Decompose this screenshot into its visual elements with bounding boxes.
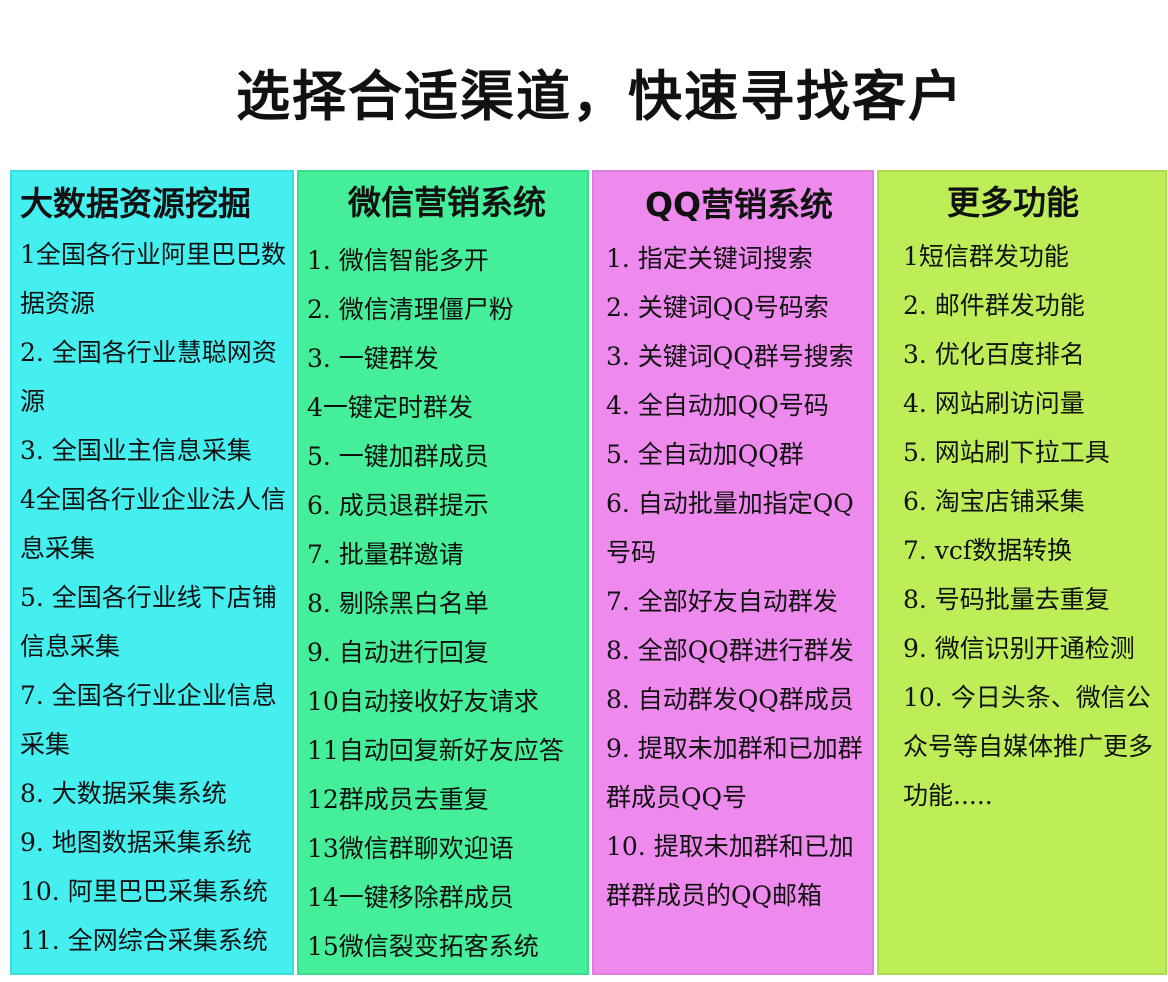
list-item: 7. 全部好友自动群发 <box>606 587 838 616</box>
feature-list: 1短信群发功能 2. 邮件群发功能 3. 优化百度排名 4. 网站刷访问量 5. 网站刷… <box>903 232 1165 820</box>
list-item: 7. 批量群邀请 <box>307 540 464 569</box>
list-item: 8. 全部QQ群进行群发 <box>606 636 854 665</box>
list-item: 4全国各行业企业法人信息采集 <box>20 485 286 563</box>
list-item: 4. 全自动加QQ号码 <box>606 391 829 420</box>
list-item: 10. 提取未加群和已加群群成员的QQ邮箱 <box>606 832 854 910</box>
list-item: 7. 全国各行业企业信息采集 <box>20 681 277 759</box>
list-item: 5. 全自动加QQ群 <box>606 440 804 469</box>
list-item: 1全国各行业阿里巴巴数据资源 <box>20 240 286 318</box>
column-heading: QQ营销系统 <box>644 185 834 224</box>
list-item: 3. 优化百度排名 <box>903 340 1085 369</box>
list-item: 5. 网站刷下拉工具 <box>903 438 1110 467</box>
list-item: 1. 指定关键词搜索 <box>606 244 813 273</box>
list-item: 7. vcf数据转换 <box>903 536 1073 565</box>
list-item: 6. 成员退群提示 <box>307 491 489 520</box>
column-qq-marketing: QQ营销系统 1. 指定关键词搜索 2. 关键词QQ号码索 3. 关键词QQ群号搜索… <box>592 170 874 975</box>
list-item: 10. 今日头条、微信公众号等自媒体推广更多功能..... <box>903 683 1154 810</box>
list-item: 3. 全国业主信息采集 <box>20 436 252 465</box>
column-more-features: 更多功能 1短信群发功能 2. 邮件群发功能 3. 优化百度排名 4. 网站刷访问量 5… <box>877 170 1167 975</box>
list-item: 13微信群聊欢迎语 <box>307 834 514 863</box>
list-item: 9. 自动进行回复 <box>307 638 489 667</box>
list-item: 5. 一键加群成员 <box>307 442 489 471</box>
list-item: 9. 地图数据采集系统 <box>20 828 252 857</box>
list-item: 8. 自动群发QQ群成员 <box>606 685 854 714</box>
list-item: 1短信群发功能 <box>903 242 1069 271</box>
list-item: 2. 全国各行业慧聪网资源 <box>20 338 277 416</box>
column-heading: 微信营销系统 <box>348 183 546 222</box>
list-item: 2. 邮件群发功能 <box>903 291 1085 320</box>
feature-list: 1. 指定关键词搜索 2. 关键词QQ号码索 3. 关键词QQ群号搜索 4. 全自动加… <box>606 234 872 920</box>
list-item: 3. 一键群发 <box>307 344 439 373</box>
list-item: 12群成员去重复 <box>307 785 489 814</box>
list-item: 14一键移除群成员 <box>307 883 514 912</box>
list-item: 4一键定时群发 <box>307 393 473 422</box>
list-item: 8. 号码批量去重复 <box>903 585 1110 614</box>
list-item: 5. 全国各行业线下店铺信息采集 <box>20 583 277 661</box>
list-item: 11. 全网综合采集系统 <box>20 926 268 955</box>
list-item: 15微信裂变拓客系统 <box>307 932 539 961</box>
list-item: 9. 微信识别开通检测 <box>903 634 1135 663</box>
column-wechat-marketing: 微信营销系统 1. 微信智能多开 2. 微信清理僵尸粉 3. 一键群发 4一键定时群发… <box>297 170 589 975</box>
list-item: 9. 提取未加群和已加群群成员QQ号 <box>606 734 863 812</box>
column-heading: 更多功能 <box>947 183 1079 222</box>
list-item: 2. 微信清理僵尸粉 <box>307 295 514 324</box>
column-big-data: 大数据资源挖掘 1全国各行业阿里巴巴数据资源 2. 全国各行业慧聪网资源 3. 全国… <box>10 170 294 975</box>
column-heading: 大数据资源挖掘 <box>20 184 251 223</box>
feature-list: 1. 微信智能多开 2. 微信清理僵尸粉 3. 一键群发 4一键定时群发 5. 一键加群… <box>307 236 587 971</box>
list-item: 1. 微信智能多开 <box>307 246 489 275</box>
list-item: 6. 自动批量加指定QQ号码 <box>606 489 854 567</box>
list-item: 8. 剔除黑白名单 <box>307 589 489 618</box>
list-item: 2. 关键词QQ号码索 <box>606 293 829 322</box>
list-item: 11自动回复新好友应答 <box>307 736 564 765</box>
list-item: 8. 大数据采集系统 <box>20 779 227 808</box>
list-item: 4. 网站刷访问量 <box>903 389 1085 418</box>
list-item: 6. 淘宝店铺采集 <box>903 487 1085 516</box>
list-item: 10自动接收好友请求 <box>307 687 539 716</box>
page-title: 选择合适渠道，快速寻找客户 <box>236 65 964 128</box>
list-item: 3. 关键词QQ群号搜索 <box>606 342 854 371</box>
feature-list: 1全国各行业阿里巴巴数据资源 2. 全国各行业慧聪网资源 3. 全国业主信息采集 4全… <box>20 230 292 965</box>
list-item: 10. 阿里巴巴采集系统 <box>20 877 268 906</box>
